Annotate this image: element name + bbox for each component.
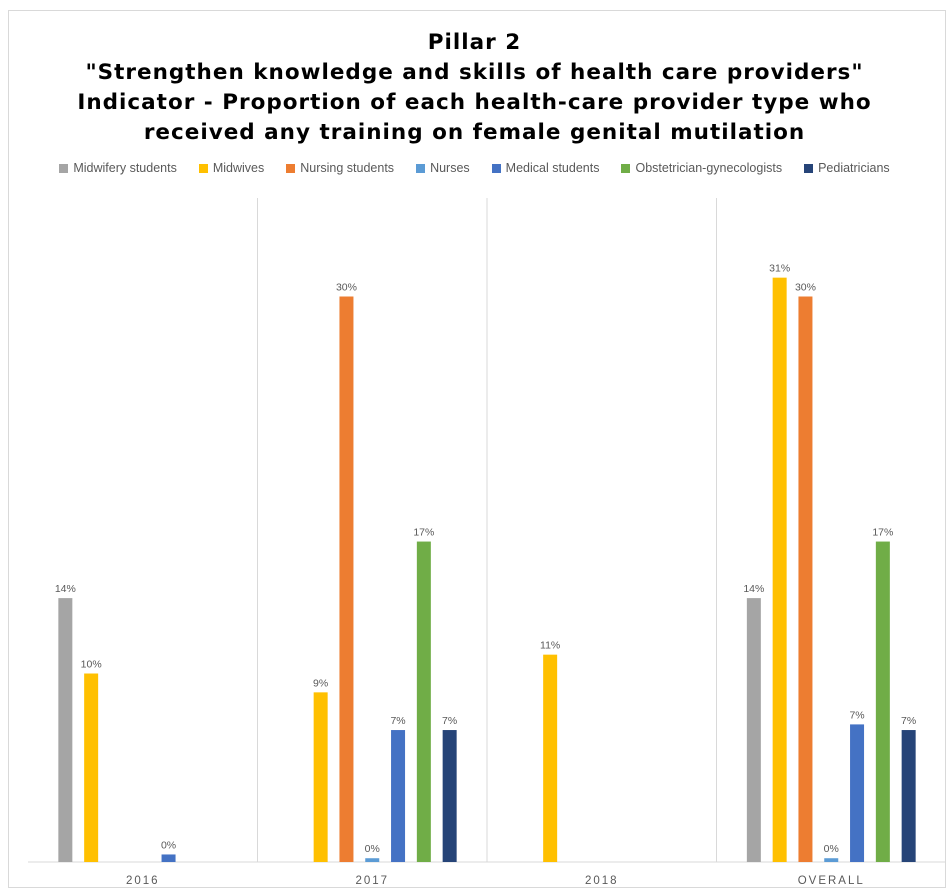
bar-midwifery-students-2016 (58, 598, 73, 862)
bar-medical-students-overall (850, 724, 865, 862)
bar-pediatricians-overall (901, 730, 916, 862)
legend-swatch-obstetrician-gynecologists (621, 163, 631, 173)
bar-midwifery-students-overall (746, 598, 761, 862)
legend-swatch-pediatricians (804, 163, 814, 173)
legend-label-pediatricians: Pediatricians (818, 161, 890, 175)
chart-legend: Midwifery students Midwives Nursing studen… (0, 158, 949, 178)
data-label-midwifery-students-2016: 14% (55, 583, 76, 595)
bar-obstetrician-gynecologists-overall (875, 541, 890, 862)
bar-nursing-students-2017 (339, 296, 354, 862)
legend-item-medical-students: Medical students (491, 158, 600, 178)
data-label-medical-students-2017: 7% (390, 715, 405, 727)
category-label-2017: 2017 (355, 875, 389, 887)
bar-pediatricians-2017 (442, 730, 457, 862)
bar-obstetrician-gynecologists-2017 (416, 541, 431, 862)
legend-swatch-midwives (198, 163, 208, 173)
legend-item-nurses: Nurses (416, 158, 470, 178)
bar-midwives-2018 (543, 654, 558, 862)
data-label-nurses-2017: 0% (365, 843, 380, 855)
legend-swatch-medical-students (491, 163, 501, 173)
legend-label-medical-students: Medical students (505, 161, 600, 175)
bar-nursing-students-overall (798, 296, 813, 862)
data-label-midwives-2017: 9% (313, 677, 328, 689)
legend-label-midwifery-students: Midwifery students (73, 161, 177, 175)
legend-item-pediatricians: Pediatricians (804, 158, 890, 178)
legend-label-nursing-students: Nursing students (300, 161, 395, 175)
data-label-midwives-2018: 11% (540, 640, 560, 652)
legend-item-midwifery-students: Midwifery students (59, 158, 177, 178)
legend-item-obstetrician-gynecologists: Obstetrician-gynecologists (621, 158, 782, 178)
data-label-nursing-students-overall: 30% (795, 282, 816, 294)
chart-frame (8, 10, 946, 888)
data-label-midwives-2016: 10% (81, 659, 102, 671)
legend-swatch-midwifery-students (59, 163, 69, 173)
category-label-2018: 2018 (585, 875, 619, 887)
data-label-obstetrician-gynecologists-overall: 17% (872, 527, 893, 539)
bar-midwives-2016 (84, 673, 99, 862)
chart-title-line-3: Indicator - Proportion of each health-ca… (77, 90, 872, 115)
legend-swatch-nurses (416, 163, 426, 173)
data-label-obstetrician-gynecologists-2017: 17% (413, 527, 434, 539)
legend-label-midwives: Midwives (212, 161, 265, 175)
data-label-medical-students-2016: 0% (161, 839, 176, 851)
bar-nurses-overall (824, 858, 839, 862)
legend-item-nursing-students: Nursing students (286, 158, 394, 178)
bar-medical-students-2017 (391, 730, 406, 862)
category-label-overall: OVERALL (798, 875, 865, 887)
chart-title-line-2: "Strengthen knowledge and skills of heal… (85, 60, 864, 85)
category-label-2016: 2016 (126, 875, 160, 887)
data-label-pediatricians-overall: 7% (901, 715, 916, 727)
bar-midwives-overall (772, 277, 787, 862)
data-label-nursing-students-2017: 30% (336, 282, 357, 294)
legend-swatch-nursing-students (286, 163, 296, 173)
data-label-nurses-overall: 0% (824, 843, 839, 855)
data-label-medical-students-overall: 7% (849, 709, 864, 721)
bar-nurses-2017 (365, 858, 380, 862)
bar-medical-students-2016 (161, 854, 176, 862)
legend-label-obstetrician-gynecologists: Obstetrician-gynecologists (635, 161, 783, 175)
chart-title-line-1: Pillar 2 (427, 30, 522, 55)
legend-item-midwives: Midwives (198, 158, 265, 178)
bar-midwives-2017 (313, 692, 328, 862)
chart-title-line-4: received any training on female genital … (143, 120, 806, 145)
legend-label-nurses: Nurses (430, 161, 470, 175)
data-label-pediatricians-2017: 7% (442, 715, 457, 727)
data-label-midwifery-students-overall: 14% (743, 583, 764, 595)
data-label-midwives-overall: 31% (769, 263, 790, 275)
